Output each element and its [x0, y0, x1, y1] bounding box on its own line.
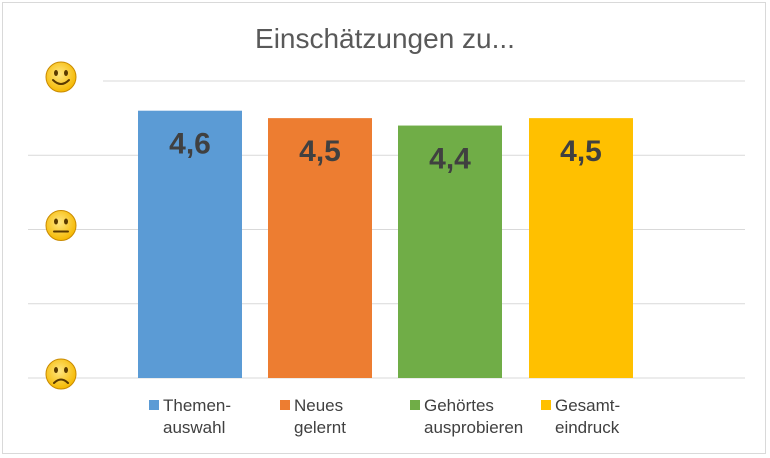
chart-title: Einschätzungen zu...	[255, 23, 515, 54]
bar-gesamteindruck	[529, 118, 633, 378]
frowning-face-icon	[45, 358, 77, 390]
legend-swatch	[280, 400, 290, 410]
legend-label: eindruck	[555, 418, 620, 437]
legend-label: gelernt	[294, 418, 346, 437]
data-label: 4,5	[299, 135, 341, 168]
legend: Themen-auswahl Neues gelernt Gehörtes auspro…	[149, 396, 620, 437]
bar-neues-gelernt	[268, 118, 372, 378]
legend-swatch	[149, 400, 159, 410]
data-label: 4,6	[169, 128, 211, 161]
neutral-face-icon	[45, 210, 77, 241]
data-labels: 4,6 4,5 4,4 4,5	[169, 128, 602, 176]
legend-swatch	[541, 400, 551, 410]
legend-label: Themen-	[163, 396, 231, 415]
smiling-face-icon	[45, 61, 77, 93]
legend-label: Gehörtes	[424, 396, 494, 415]
legend-swatch	[410, 400, 420, 410]
y-axis-icons	[45, 61, 77, 390]
chart-frame	[2, 2, 766, 454]
legend-label: ausprobieren	[424, 418, 523, 437]
legend-label: auswahl	[163, 418, 225, 437]
data-label: 4,5	[560, 135, 602, 168]
bar-themenauswahl	[138, 110, 242, 378]
legend-label: Gesamt-	[555, 396, 620, 415]
bars	[138, 110, 633, 378]
legend-label: Neues	[294, 396, 343, 415]
data-label: 4,4	[429, 143, 471, 176]
bar-gehörtes-ausprobieren	[398, 125, 502, 378]
gridlines	[28, 80, 745, 379]
